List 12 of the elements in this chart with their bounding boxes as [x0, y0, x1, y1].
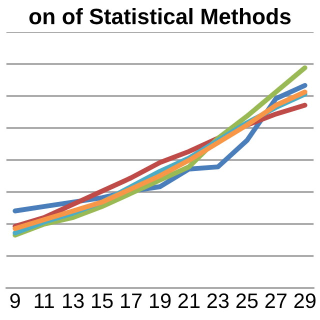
x-tick-label: 9 — [10, 293, 20, 308]
chart-title: on of Statistical Methods — [29, 8, 291, 24]
x-tick-label: 19 — [150, 293, 171, 308]
x-tick-label: 29 — [294, 293, 316, 308]
x-tick-label: 21 — [178, 293, 200, 308]
x-tick-label: 15 — [92, 294, 113, 308]
x-tick-label: 23 — [207, 293, 229, 308]
x-tick-label: 13 — [63, 293, 84, 308]
x-tick-label: 27 — [265, 293, 286, 308]
x-tick-label: 17 — [121, 294, 142, 308]
x-tick-label: 25 — [236, 293, 258, 308]
x-tick-label: 11 — [34, 294, 54, 308]
